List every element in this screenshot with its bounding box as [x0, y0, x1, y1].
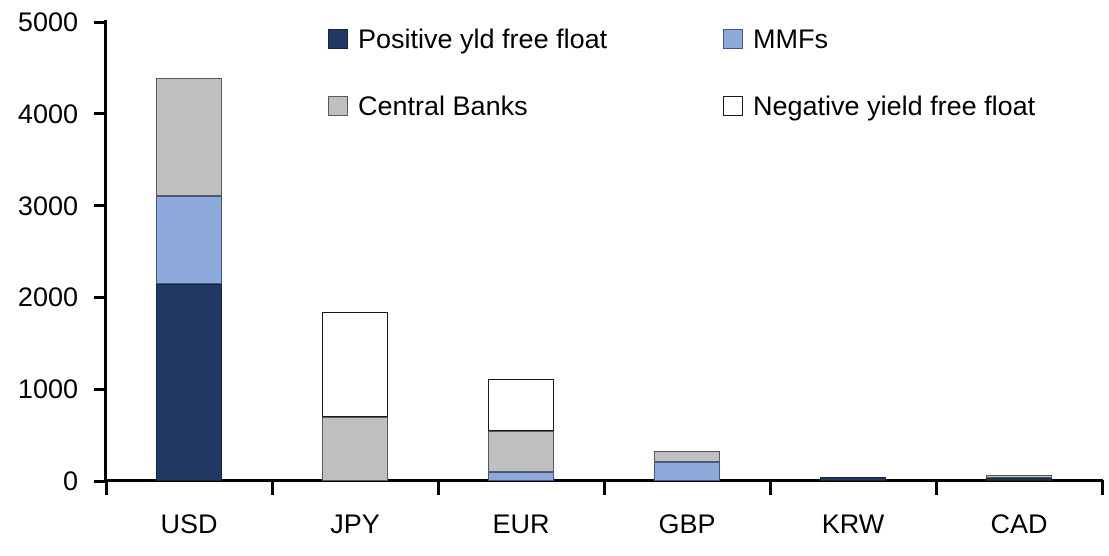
x-tick-2	[436, 480, 440, 495]
y-tick-label-1000: 1000	[17, 374, 78, 405]
legend-swatch-positive-yld-free-float	[328, 29, 348, 49]
y-axis-line	[104, 20, 107, 483]
bar-segment-GBP-central-banks	[654, 450, 720, 462]
y-tick-label-3000: 3000	[17, 190, 78, 221]
bar-segment-USD-central-banks	[156, 77, 222, 197]
x-tick-6	[1100, 480, 1104, 495]
legend-label-central-banks: Central Banks	[358, 90, 528, 121]
x-tick-3	[602, 480, 606, 495]
x-category-label-KRW: KRW	[821, 509, 885, 539]
y-tick-0	[94, 479, 106, 483]
legend-label-positive-yld-free-float: Positive yld free float	[358, 23, 608, 54]
x-tick-0	[104, 480, 108, 495]
bar-segment-USD-mmfs	[156, 196, 222, 284]
legend-item-positive-yld-free-float: Positive yld free float	[328, 23, 608, 54]
y-tick-1000	[94, 387, 106, 391]
legend-item-negative-yield-free-float: Negative yield free float	[723, 90, 1036, 121]
legend-swatch-negative-yield-free-float	[723, 96, 743, 116]
x-category-label-GBP: GBP	[658, 509, 716, 539]
y-tick-4000	[94, 112, 106, 116]
y-tick-5000	[94, 20, 106, 24]
bar-segment-JPY-central-banks	[322, 416, 388, 481]
bar-segment-CAD-central-banks	[986, 474, 1052, 478]
y-tick-3000	[94, 204, 106, 208]
bar-segment-EUR-central-banks	[488, 431, 554, 472]
legend-swatch-central-banks	[328, 96, 348, 116]
legend-label-negative-yield-free-float: Negative yield free float	[753, 90, 1036, 121]
legend-swatch-mmfs	[723, 29, 743, 49]
x-tick-1	[270, 480, 274, 495]
x-category-label-EUR: EUR	[492, 509, 550, 539]
x-category-label-JPY: JPY	[330, 509, 380, 539]
legend-item-central-banks: Central Banks	[328, 90, 528, 121]
y-tick-2000	[94, 295, 106, 299]
x-tick-5	[934, 480, 938, 495]
x-category-label-USD: USD	[160, 509, 218, 539]
x-tick-4	[768, 480, 772, 495]
y-tick-label-4000: 4000	[17, 98, 78, 129]
legend-item-mmfs: MMFs	[723, 23, 828, 54]
bar-segment-USD-positive-yld-free-float	[156, 283, 222, 481]
bar-segment-EUR-mmfs	[488, 471, 554, 481]
bar-segment-EUR-negative-yield-free-float	[488, 379, 554, 432]
bar-segment-JPY-negative-yield-free-float	[322, 312, 388, 417]
x-category-label-CAD: CAD	[990, 509, 1048, 539]
y-tick-label-5000: 5000	[17, 7, 78, 37]
y-tick-label-0: 0	[62, 466, 78, 496]
bar-segment-GBP-mmfs	[654, 461, 720, 481]
legend-label-mmfs: MMFs	[753, 23, 828, 54]
bar-segment-CAD-positive-yld-free-float	[986, 477, 1052, 481]
y-tick-label-2000: 2000	[17, 282, 78, 313]
bar-segment-KRW-positive-yld-free-float	[820, 476, 886, 481]
